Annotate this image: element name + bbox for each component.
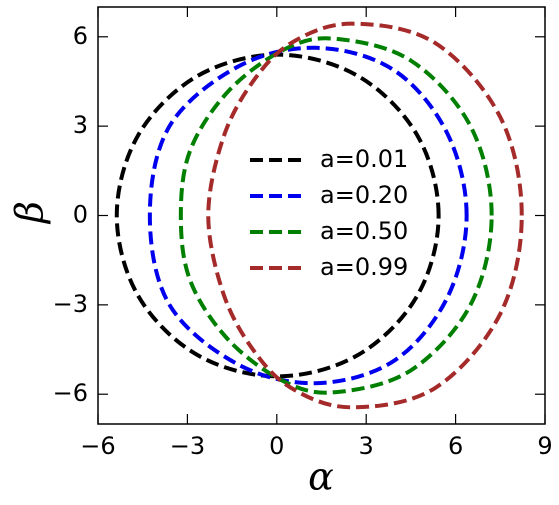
y-tick-label: 0 (73, 201, 88, 229)
legend-label: a=0.99 (320, 253, 408, 281)
y-tick-label: −3 (53, 290, 88, 318)
y-tick-label: −6 (53, 379, 88, 407)
x-tick-label: −3 (170, 432, 205, 460)
legend-label: a=0.01 (320, 145, 408, 173)
legend-label: a=0.20 (320, 181, 408, 209)
legend-label: a=0.50 (320, 217, 408, 245)
shadow-curve (147, 45, 469, 386)
y-tick-label: 6 (73, 22, 88, 50)
x-tick-label: 3 (359, 432, 374, 460)
x-tick-label: 9 (537, 432, 552, 460)
x-axis-label: α (308, 455, 334, 499)
x-tick-label: 0 (269, 432, 284, 460)
shadow-curve (114, 52, 441, 379)
shadow-curve (178, 36, 494, 395)
y-tick-label: 3 (73, 111, 88, 139)
shadow-curve (206, 21, 524, 410)
x-tick-label: 6 (448, 432, 463, 460)
plot-frame (97, 6, 546, 425)
y-axis-label: β (8, 201, 52, 225)
x-tick-label: −6 (80, 432, 115, 460)
